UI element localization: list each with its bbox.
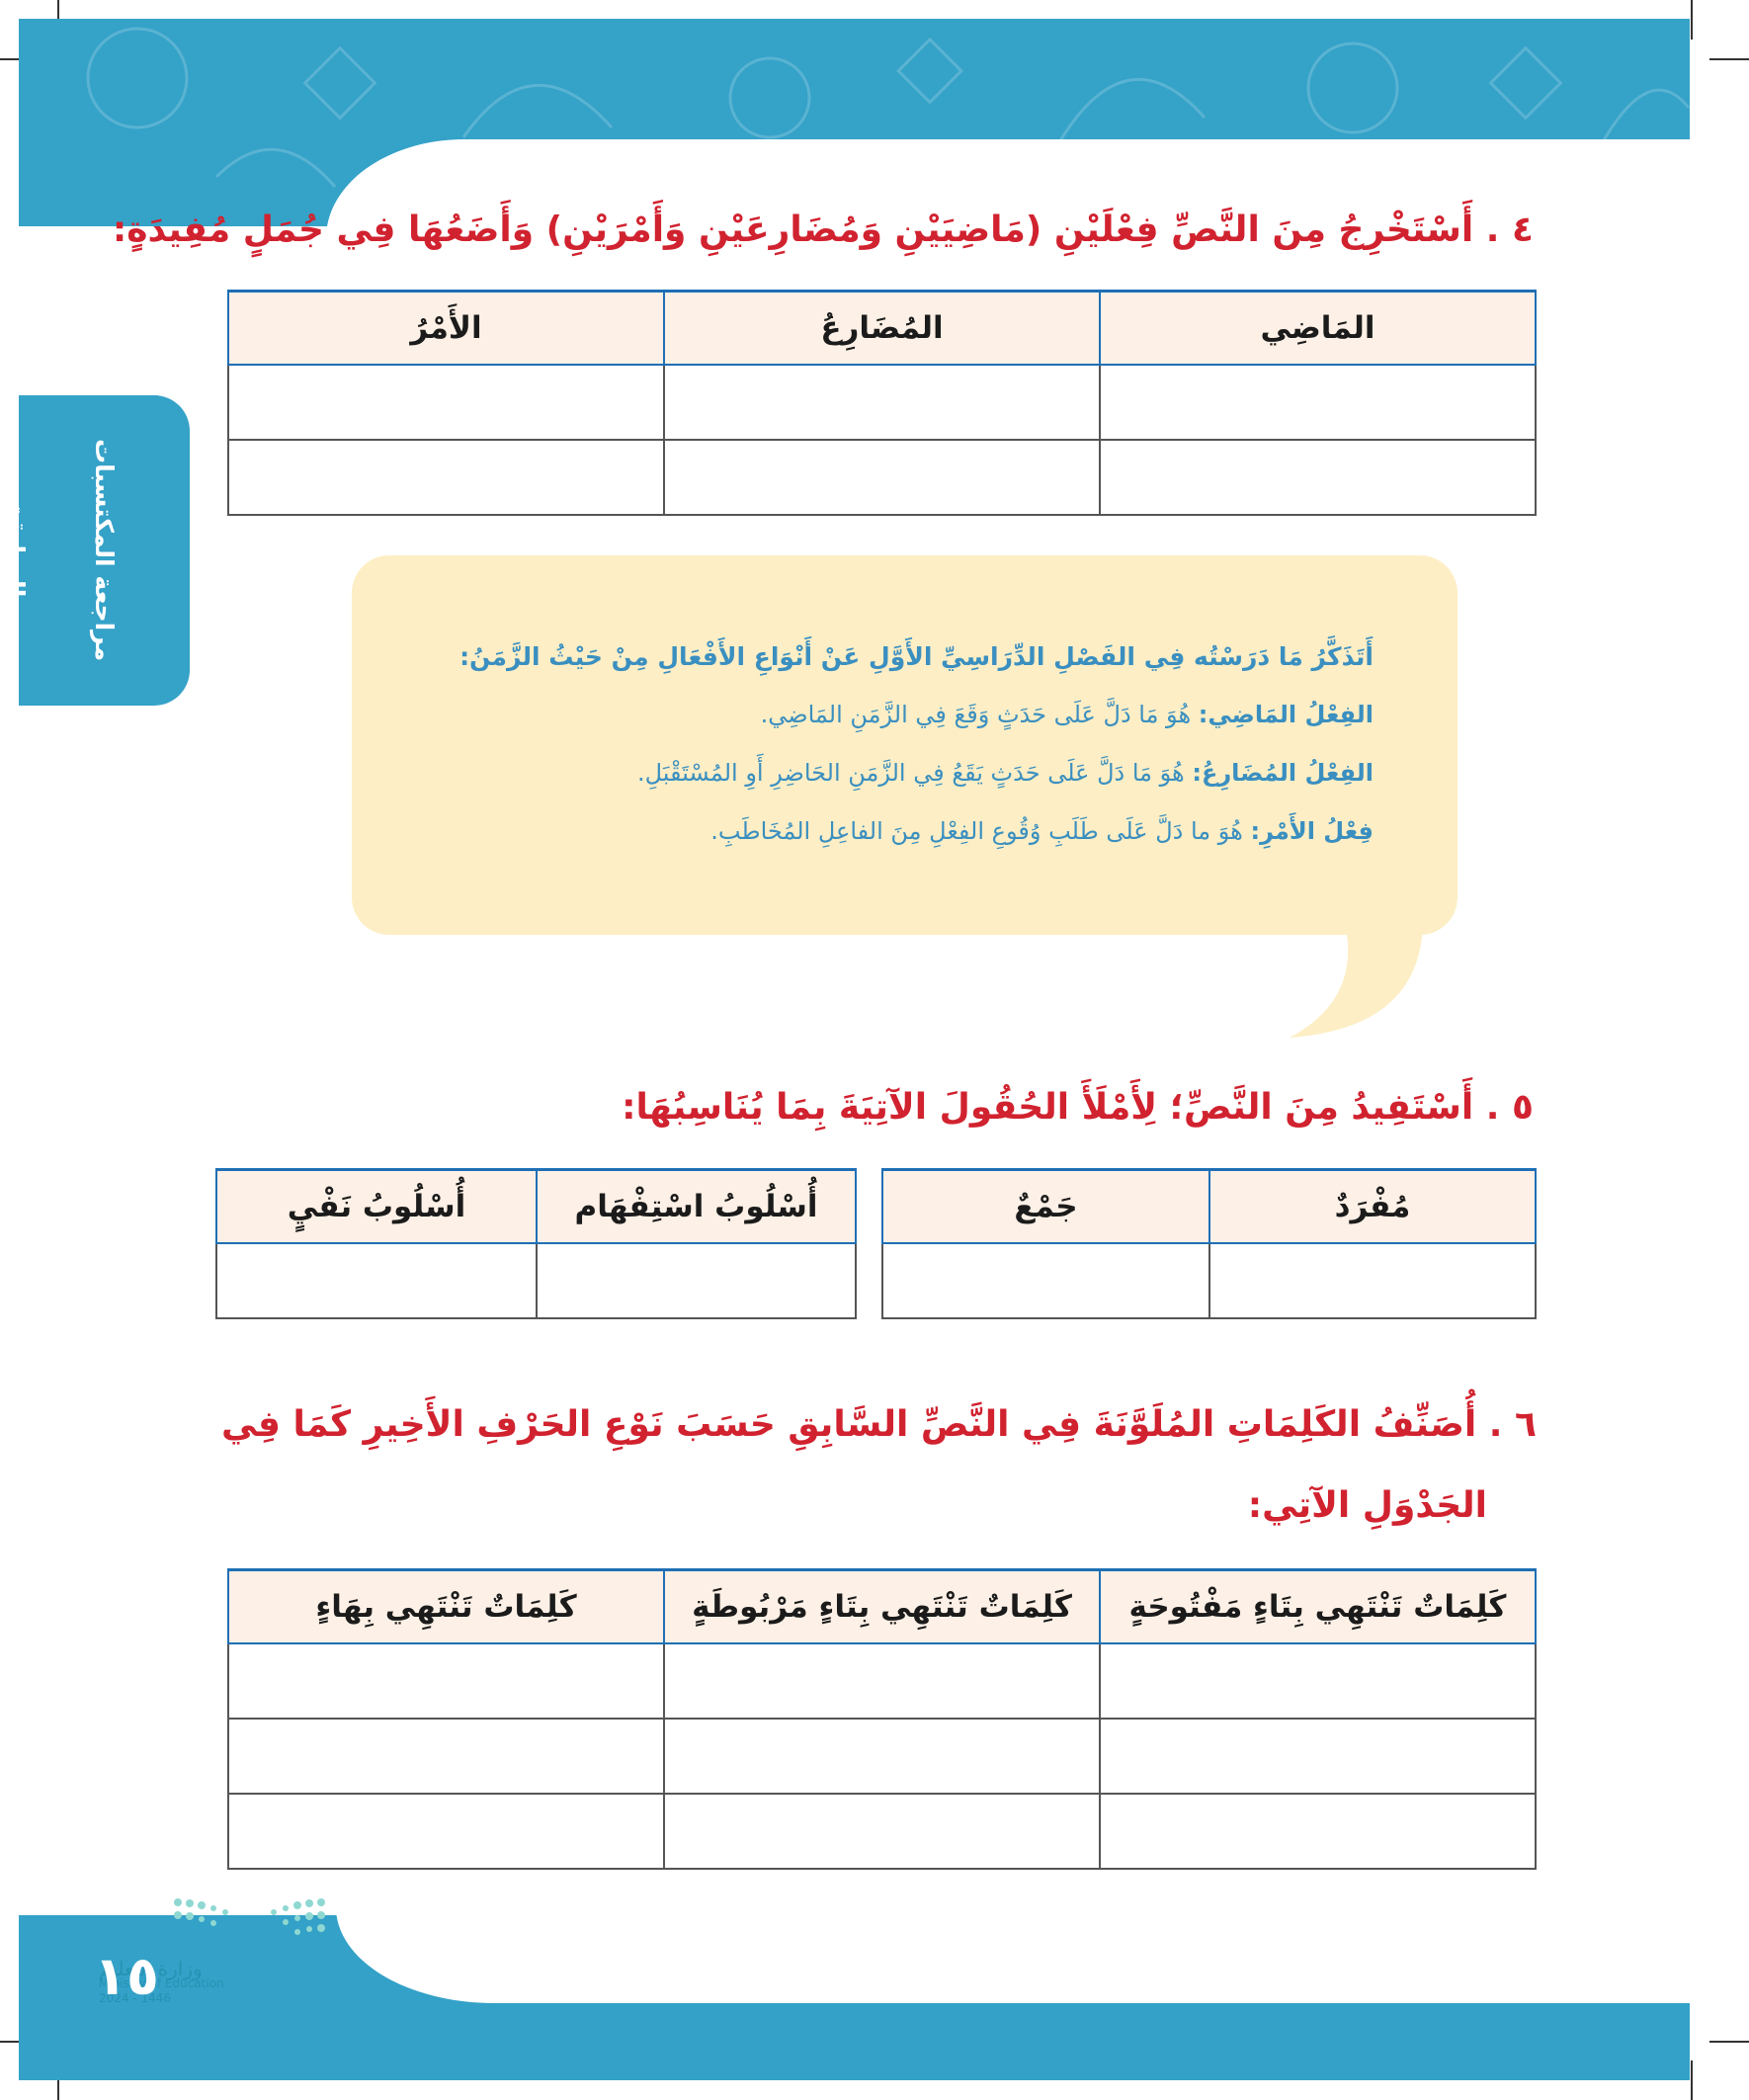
crop-mark <box>1691 2060 1693 2100</box>
answer-cell[interactable] <box>881 1241 1210 1319</box>
question-6-heading-line1: ٦ . أُصَنِّفُ الكَلِمَاتِ المُلَوَّنَةَ … <box>221 1404 1537 1445</box>
crop-mark <box>1691 0 1693 40</box>
answer-cell[interactable] <box>663 438 1101 516</box>
banner-curve <box>326 139 1709 258</box>
answer-cell[interactable] <box>663 1792 1101 1870</box>
column-header-singular: مُفْرَدٌ <box>1208 1168 1537 1244</box>
term-definition: هُوَ مَا دَلَّ عَلَى حَدَثٍ يَقَعُ فِي ا… <box>637 759 1185 787</box>
callout-tail <box>1275 919 1423 1038</box>
question-6-heading-line2: الجَدْوَلِ الآتِي: <box>1247 1485 1487 1526</box>
crop-mark <box>1709 58 1749 60</box>
answer-cell[interactable] <box>1099 1641 1537 1720</box>
question-5-heading: ٥ . أَسْتَفِيدُ مِنَ النَّصِّ؛ لِأَمْلَأ… <box>622 1087 1534 1128</box>
column-header-open-taa: كَلِمَاتٌ تَنْتَهِي بِتَاءٍ مَفْتُوحَةٍ <box>1099 1568 1537 1644</box>
term-label: فِعْلُ الأَمْرِ: <box>1250 817 1374 845</box>
singular-plural-table: مُفْرَدٌ جَمْعٌ <box>881 1168 1537 1319</box>
column-header-past: المَاضِي <box>1099 290 1537 366</box>
reminder-callout-text: أَتَذَكَّرُ مَا دَرَسْتُه فِي الفَصْلِ ا… <box>415 628 1374 861</box>
callout-item-imperative: فِعْلُ الأَمْرِ: هُوَ ما دَلَّ عَلَى طَل… <box>415 802 1374 861</box>
answer-cell[interactable] <box>227 1717 665 1795</box>
section-side-tab-label: مراجعة المكتسبات السابقة <box>1 439 119 662</box>
page-number: ١٥ <box>94 1945 159 2007</box>
callout-title: أَتَذَكَّرُ مَا دَرَسْتُه فِي الفَصْلِ ا… <box>459 642 1374 671</box>
answer-cell[interactable] <box>1099 1717 1537 1795</box>
calligraphy-pattern <box>86 27 1690 188</box>
watermark-arabic: وزارة التعليم <box>99 1957 203 1980</box>
term-definition: هُوَ مَا دَلَّ عَلَى حَدَثٍ وَقَعَ فِي ا… <box>760 701 1192 728</box>
column-header-negation-style: أُسْلُوبُ نَفْيٍ <box>215 1168 538 1244</box>
answer-cell[interactable] <box>227 363 665 441</box>
answer-cell[interactable] <box>215 1241 538 1319</box>
word-endings-table: كَلِمَاتٌ تَنْتَهِي بِتَاءٍ مَفْتُوحَةٍ … <box>227 1568 1537 1870</box>
answer-cell[interactable] <box>1208 1241 1537 1319</box>
ministry-watermark: وزارة التعليم Ministry of Education 2024… <box>99 1957 224 2006</box>
column-header-present: المُضَارِعُ <box>663 290 1101 366</box>
answer-cell[interactable] <box>1099 438 1537 516</box>
column-header-question-style: أُسْلُوبُ اسْتِفْهَام <box>536 1168 857 1244</box>
answer-cell[interactable] <box>663 1641 1101 1720</box>
answer-cell[interactable] <box>1099 1792 1537 1870</box>
crop-mark <box>57 2060 59 2100</box>
answer-cell[interactable] <box>227 1641 665 1720</box>
answer-cell[interactable] <box>227 1792 665 1870</box>
question-4-heading: ٤ . أَسْتَخْرِجُ مِنَ النَّصِّ فِعْلَيْن… <box>112 210 1534 250</box>
watermark-english: Ministry of Education <box>99 1976 224 1990</box>
callout-item-present: الفِعْلُ المُضَارِعُ: هُوَ مَا دَلَّ عَل… <box>415 744 1374 802</box>
style-table: أُسْلُوبُ اسْتِفْهَام أُسْلُوبُ نَفْيٍ <box>215 1168 857 1319</box>
column-header-haa: كَلِمَاتٌ تَنْتَهِي بِهَاءٍ <box>227 1568 665 1644</box>
watermark-year: 2024 - 1446 <box>99 1991 172 2005</box>
callout-item-past: الفِعْلُ المَاضِي: هُوَ مَا دَلَّ عَلَى … <box>415 686 1374 744</box>
term-label: الفِعْلُ المَاضِي: <box>1198 701 1374 728</box>
crop-mark <box>1709 2041 1749 2043</box>
term-definition: هُوَ ما دَلَّ عَلَى طَلَبِ وُقُوعِ الفِع… <box>710 817 1243 845</box>
column-header-imperative: الأَمْرُ <box>227 290 665 366</box>
answer-cell[interactable] <box>536 1241 857 1319</box>
answer-cell[interactable] <box>663 1717 1101 1795</box>
column-header-plural: جَمْعٌ <box>881 1168 1210 1244</box>
column-header-tied-taa: كَلِمَاتٌ تَنْتَهِي بِتَاءٍ مَرْبُوطَةٍ <box>663 1568 1101 1644</box>
ministry-logo-dots <box>174 1898 325 1935</box>
answer-cell[interactable] <box>663 363 1101 441</box>
section-side-tab <box>19 395 190 706</box>
verbs-table: المَاضِي المُضَارِعُ الأَمْرُ <box>227 290 1537 516</box>
reminder-callout <box>352 555 1458 935</box>
term-label: الفِعْلُ المُضَارِعُ: <box>1192 759 1374 787</box>
answer-cell[interactable] <box>227 438 665 516</box>
answer-cell[interactable] <box>1099 363 1537 441</box>
bottom-band-curve <box>336 1907 1719 2003</box>
